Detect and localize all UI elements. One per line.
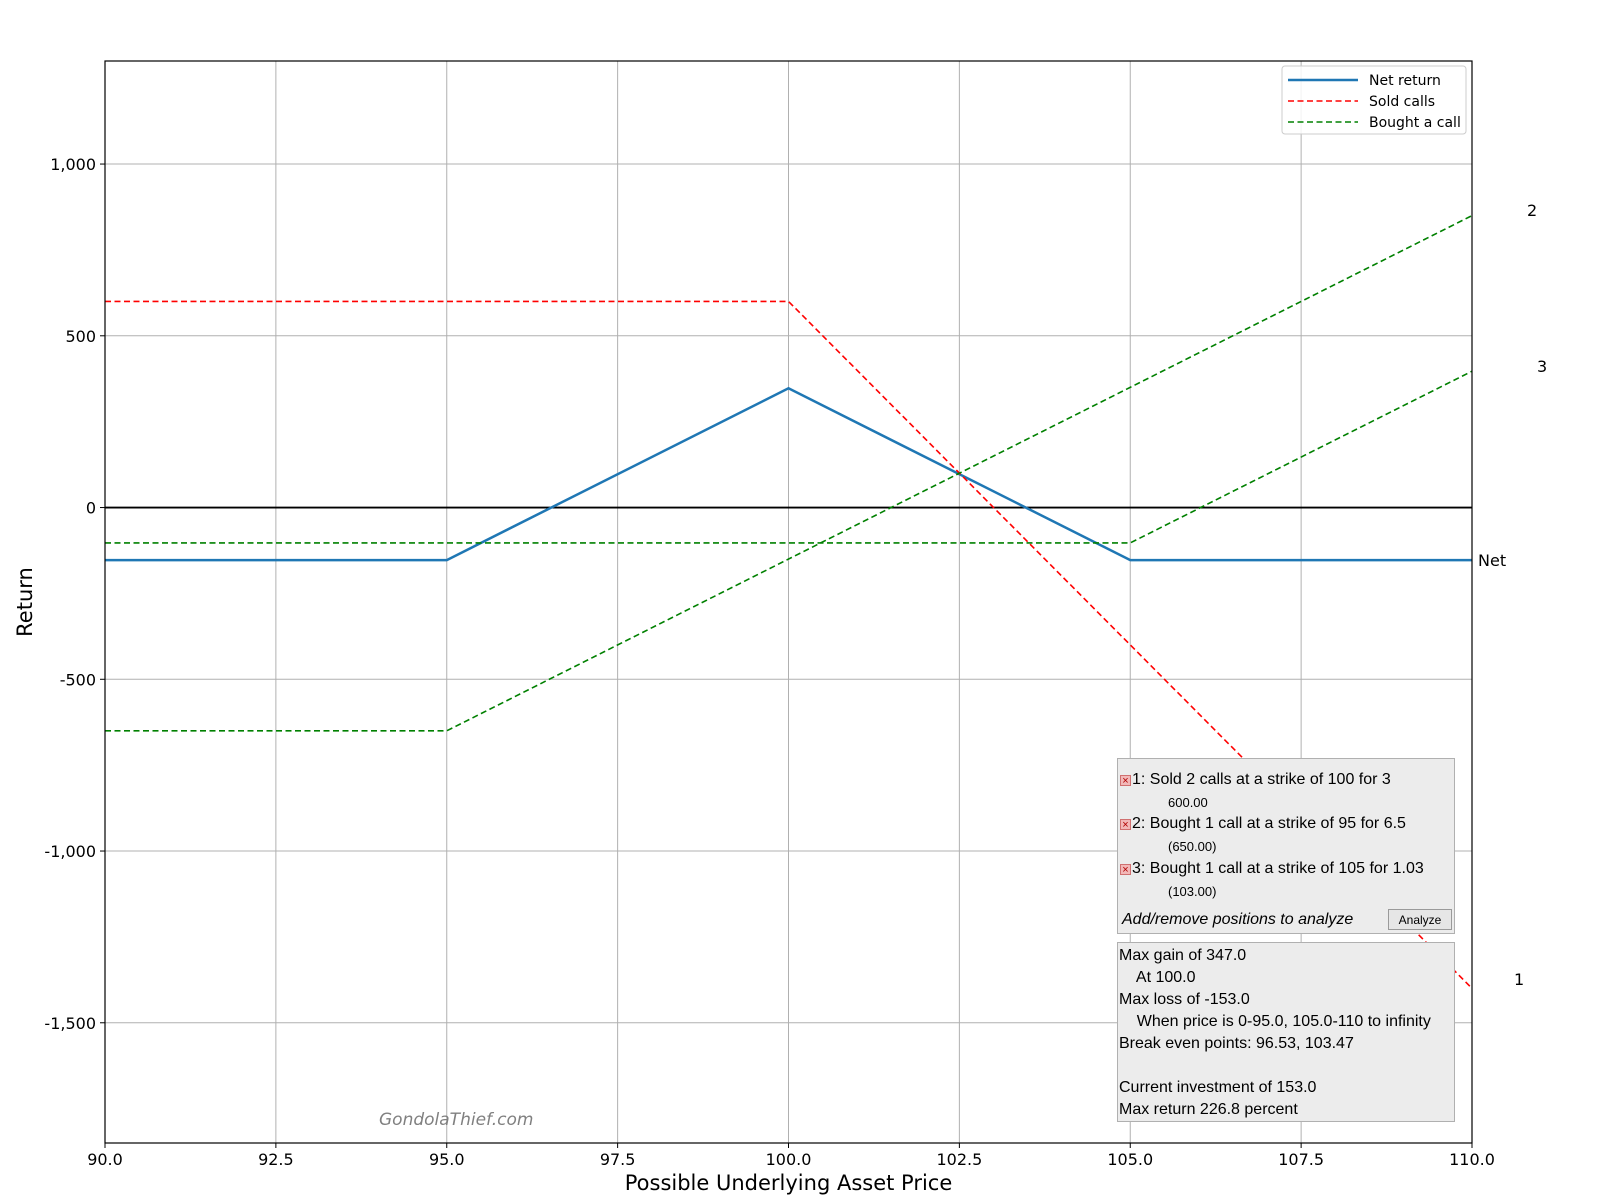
- x-tick-label: 92.5: [258, 1150, 294, 1169]
- x-tick-label: 97.5: [600, 1150, 636, 1169]
- break-even-text: Break even points: 96.53, 103.47: [1119, 1035, 1354, 1052]
- y-tick-label: 1,000: [50, 155, 96, 174]
- legend: Net return Sold calls Bought a call: [1281, 65, 1467, 135]
- x-tick-label: 110.0: [1449, 1150, 1495, 1169]
- max-loss-range-text: When price is 0-95.0, 105.0-110 to infin…: [1119, 1013, 1431, 1030]
- position-label: 3: Bought 1 call at a strike of 105 for …: [1132, 860, 1424, 877]
- x-tick-label: 90.0: [87, 1150, 123, 1169]
- x-tick-label: 100.0: [766, 1150, 812, 1169]
- investment-text: Current investment of 153.0: [1119, 1079, 1317, 1096]
- y-tick-label: -1,000: [44, 842, 96, 861]
- x-tick-label: 107.5: [1278, 1150, 1324, 1169]
- y-tick-label: -1,500: [44, 1014, 96, 1033]
- series-end-label: 3: [1537, 357, 1547, 376]
- legend-label: Net return: [1369, 73, 1441, 89]
- x-tick-label: 102.5: [936, 1150, 982, 1169]
- max-return-text: Max return 226.8 percent: [1119, 1101, 1298, 1118]
- position-label: 2: Bought 1 call at a strike of 95 for 6…: [1132, 815, 1406, 832]
- x-axis-title: Possible Underlying Asset Price: [625, 1171, 953, 1195]
- y-tick-label: 500: [65, 327, 96, 346]
- x-tick-label: 95.0: [429, 1150, 465, 1169]
- position-row-3[interactable]: × 3: Bought 1 call at a strike of 105 fo…: [1120, 860, 1424, 878]
- remove-position-icon[interactable]: ×: [1120, 774, 1131, 786]
- end-labels: Net 1 2 3: [1478, 201, 1547, 989]
- series-end-label: Net: [1478, 551, 1506, 570]
- max-gain-text: Max gain of 347.0: [1119, 947, 1247, 964]
- positions-panel: × 1: Sold 2 calls at a strike of 100 for…: [1117, 758, 1455, 934]
- position-amount: 600.00: [1168, 795, 1208, 810]
- x-tick-label: 105.0: [1107, 1150, 1153, 1169]
- legend-label: Sold calls: [1369, 94, 1435, 110]
- y-tick-label: 0: [86, 499, 96, 518]
- position-amount: (103.00): [1168, 884, 1217, 899]
- series-line-3: [105, 214, 1473, 732]
- summary-panel: Max gain of 347.0 At 100.0 Max loss of -…: [1117, 942, 1455, 1122]
- series-lines: [105, 214, 1473, 989]
- y-axis-title: Return: [13, 567, 37, 637]
- analyze-button[interactable]: Analyze: [1388, 909, 1452, 930]
- remove-position-icon[interactable]: ×: [1120, 863, 1131, 875]
- max-loss-text: Max loss of -153.0: [1119, 991, 1250, 1008]
- plot-frame: [104, 60, 1473, 1144]
- max-gain-at-text: At 100.0: [1119, 969, 1196, 986]
- position-row-2[interactable]: × 2: Bought 1 call at a strike of 95 for…: [1120, 815, 1406, 833]
- tick-labels: 90.0 92.5 95.0 97.5 100.0 102.5 105.0 107.5 110.…: [44, 155, 1494, 1169]
- legend-box: [1281, 65, 1467, 135]
- position-label: 1: Sold 2 calls at a strike of 100 for 3: [1132, 771, 1391, 788]
- series-end-label: 2: [1527, 201, 1537, 220]
- remove-position-icon[interactable]: ×: [1120, 818, 1131, 830]
- series-end-label: 1: [1514, 970, 1524, 989]
- add-remove-prompt: Add/remove positions to analyze: [1122, 911, 1354, 928]
- position-amount: (650.00): [1168, 839, 1217, 854]
- position-row-1[interactable]: × 1: Sold 2 calls at a strike of 100 for…: [1120, 771, 1391, 789]
- series-line-1: [105, 386, 1472, 562]
- y-tick-label: -500: [60, 670, 96, 689]
- legend-label: Bought a call: [1369, 115, 1461, 131]
- watermark: GondolaThief.com: [379, 1110, 533, 1130]
